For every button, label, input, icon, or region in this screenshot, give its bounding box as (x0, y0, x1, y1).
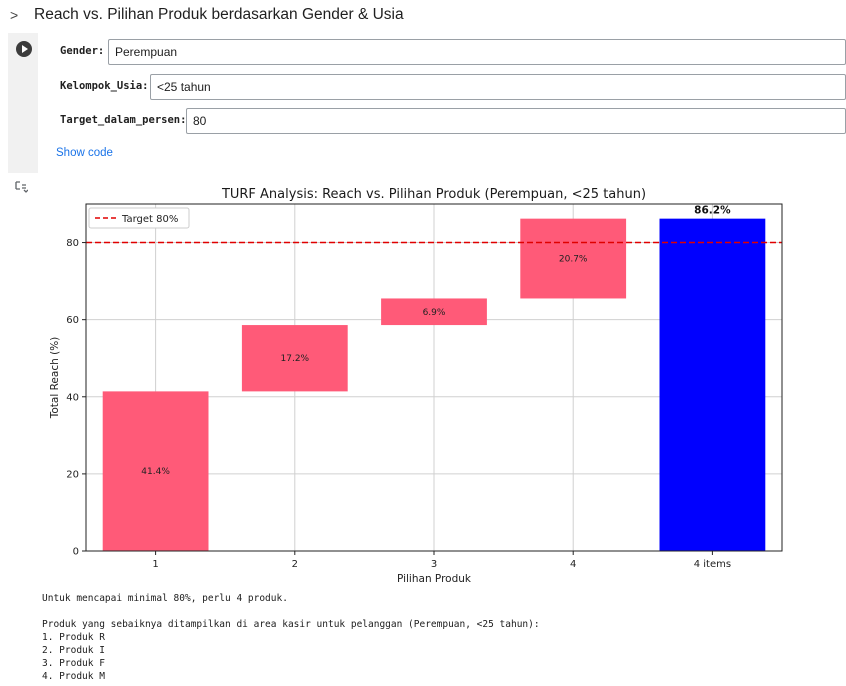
output-line: 2. Produk I (42, 645, 105, 656)
data-label: 6.9% (423, 308, 446, 318)
y-tick-label: 20 (66, 469, 79, 480)
output-text: Untuk mencapai minimal 80%, perlu 4 prod… (42, 592, 540, 683)
y-tick-label: 40 (66, 392, 79, 403)
bar-increment (520, 218, 627, 299)
total-label: 86.2% (694, 205, 731, 217)
output-line: 1. Produk R (42, 632, 105, 643)
gender-dropdown[interactable]: Perempuan (108, 39, 846, 65)
x-tick-label: 4 (570, 559, 576, 570)
bar-total (659, 218, 766, 551)
legend-box (88, 207, 190, 229)
output-line: Untuk mencapai minimal 80%, perlu 4 prod… (42, 593, 288, 604)
bar-increment (381, 298, 487, 326)
y-tick-label: 60 (66, 315, 79, 326)
y-tick-label: 0 (73, 547, 79, 558)
show-code-link[interactable]: Show code (56, 147, 113, 159)
kelompok-usia-label: Kelompok_Usia: (60, 80, 149, 92)
legend-label: Target 80% (121, 214, 178, 225)
target-input[interactable]: 80 (186, 108, 846, 134)
chevron-right-icon[interactable]: > (10, 7, 19, 23)
x-axis-label: Pilihan Produk (397, 573, 472, 585)
data-label: 41.4% (141, 467, 170, 477)
output-line: 3. Produk F (42, 658, 105, 669)
bar-increment (241, 325, 348, 392)
output-line: 4. Produk M (42, 671, 105, 682)
y-axis-label: Total Reach (%) (49, 337, 61, 420)
output-toggle-icon[interactable] (14, 180, 28, 194)
kelompok-usia-dropdown[interactable]: <25 tahun (150, 74, 846, 100)
x-tick-label: 4 items (694, 559, 731, 570)
y-tick-label: 80 (66, 238, 79, 249)
x-tick-label: 3 (431, 559, 437, 570)
data-label: 17.2% (281, 354, 310, 364)
output-line: Produk yang sebaiknya ditampilkan di are… (42, 619, 540, 630)
section-header[interactable]: > Reach vs. Pilihan Produk berdasarkan G… (0, 0, 846, 32)
x-tick-label: 1 (152, 559, 158, 570)
data-label: 20.7% (559, 255, 588, 265)
x-tick-label: 2 (292, 559, 298, 570)
chart-title: TURF Analysis: Reach vs. Pilihan Produk … (221, 187, 646, 202)
turf-chart: TURF Analysis: Reach vs. Pilihan Produk … (49, 187, 783, 585)
section-title: Reach vs. Pilihan Produk berdasarkan Gen… (34, 6, 404, 23)
target-label: Target_dalam_persen: (60, 114, 187, 126)
bar-increment (102, 391, 209, 551)
gender-label: Gender: (60, 45, 105, 57)
run-cell-button[interactable] (16, 41, 32, 57)
